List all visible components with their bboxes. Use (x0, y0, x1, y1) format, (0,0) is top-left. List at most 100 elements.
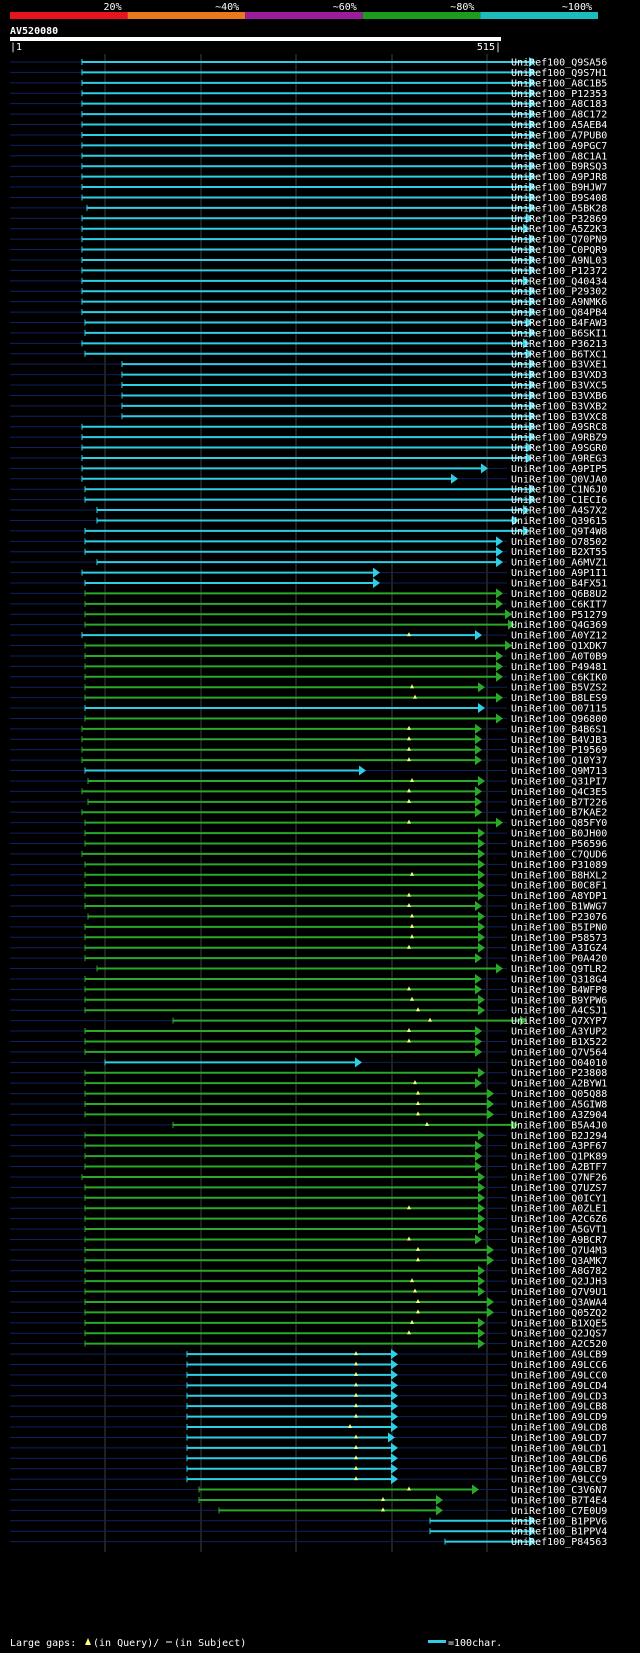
hit-label: UniRef100_A9LCD6 (511, 1454, 607, 1465)
hit-arrowhead (496, 692, 503, 703)
hit-arrowhead (478, 994, 485, 1005)
gap-marker-icon (354, 1351, 358, 1356)
hit-arrowhead (391, 1411, 398, 1422)
gap-marker-icon (410, 1278, 414, 1283)
hit-label: UniRef100_A8YDP1 (511, 891, 607, 902)
hit-label: UniRef100_B3VXB2 (511, 401, 607, 412)
hit-arrowhead (475, 630, 482, 641)
hit-label: UniRef100_Q318G4 (511, 974, 607, 985)
hit-arrowhead (529, 182, 536, 193)
hit-arrowhead (529, 109, 536, 120)
hit-arrowhead (496, 713, 503, 724)
hit-label: UniRef100_Q85FY0 (511, 818, 607, 829)
hit-label: UniRef100_Q0ICY1 (511, 1193, 607, 1204)
hit-label: UniRef100_B8HXL2 (511, 870, 607, 881)
hit-arrowhead (391, 1349, 398, 1360)
hit-arrowhead (529, 400, 536, 411)
hit-label: UniRef100_C7E0U9 (511, 1506, 607, 1517)
hit-arrowhead (478, 1192, 485, 1203)
footer-scale-text: =100char. (448, 1638, 502, 1649)
hit-arrowhead (529, 88, 536, 99)
hit-label: UniRef100_B1XQE5 (511, 1318, 607, 1329)
hit-arrowhead (475, 807, 482, 818)
hit-arrowhead (523, 505, 530, 516)
hit-arrowhead (529, 1526, 536, 1537)
hit-arrowhead (496, 817, 503, 828)
hit-label: UniRef100_A5GVT1 (511, 1225, 607, 1236)
gap-marker-icon (410, 871, 414, 876)
gap-marker-icon (407, 944, 411, 949)
hit-label: UniRef100_A9RBZ9 (511, 433, 607, 444)
gap-marker-icon (410, 684, 414, 689)
hit-label: UniRef100_A0T0B9 (511, 651, 607, 662)
hit-label: UniRef100_Q7NF26 (511, 1172, 607, 1183)
hit-arrowhead (475, 984, 482, 995)
gap-query-icon (85, 1638, 91, 1645)
hit-arrowhead (478, 1276, 485, 1287)
hit-arrowhead (526, 348, 533, 359)
gap-marker-icon (354, 1455, 358, 1460)
hit-label: UniRef100_Q1PK89 (511, 1152, 607, 1163)
hit-arrowhead (478, 880, 485, 891)
footer-in-query: (in Query)/ (93, 1638, 159, 1649)
hit-label: UniRef100_Q9TLR2 (511, 964, 607, 975)
hit-arrowhead (529, 421, 536, 432)
hit-arrowhead (523, 338, 530, 349)
hit-arrowhead (523, 223, 530, 234)
hit-label: UniRef100_B1PPV6 (511, 1516, 607, 1527)
hit-arrowhead (475, 1026, 482, 1037)
hit-arrowhead (436, 1505, 443, 1516)
hit-label: UniRef100_A9LCD8 (511, 1423, 607, 1434)
hit-label: UniRef100_B8LES9 (511, 693, 607, 704)
hit-label: UniRef100_A9NMK6 (511, 297, 607, 308)
hit-label: UniRef100_A9NL03 (511, 255, 607, 266)
hit-label: UniRef100_Q3AMK7 (511, 1256, 607, 1267)
gap-marker-icon (413, 694, 417, 699)
hit-arrowhead (529, 369, 536, 380)
hit-label: UniRef100_A7PUB0 (511, 130, 607, 141)
hit-arrowhead (478, 1328, 485, 1339)
hit-label: UniRef100_C7QUD6 (511, 849, 607, 860)
hit-label: UniRef100_B9S408 (511, 193, 607, 204)
gap-marker-icon (410, 913, 414, 918)
hit-label: UniRef100_A8C172 (511, 110, 607, 121)
gap-marker-icon (407, 903, 411, 908)
hit-arrowhead (529, 57, 536, 67)
hit-arrowhead (505, 640, 512, 651)
hit-label: UniRef100_P12353 (511, 89, 607, 100)
hit-label: UniRef100_A3Z904 (511, 1110, 607, 1121)
hit-arrowhead (529, 171, 536, 182)
hit-label: UniRef100_B0C8F1 (511, 881, 607, 892)
hit-arrowhead (355, 1057, 362, 1068)
hit-label: UniRef100_B6TXC1 (511, 349, 607, 360)
hit-arrowhead (478, 1317, 485, 1328)
query-name: AV520080 (10, 26, 58, 37)
hit-arrowhead (529, 140, 536, 151)
hit-label: UniRef100_B5VZS2 (511, 683, 607, 694)
hit-label: UniRef100_A8C1A1 (511, 151, 607, 162)
gap-marker-icon (407, 725, 411, 730)
hit-label: UniRef100_B1WWG7 (511, 902, 607, 913)
hit-arrowhead (481, 463, 488, 474)
gap-marker-icon (381, 1496, 385, 1501)
hit-label: UniRef100_A4CSJ1 (511, 1006, 607, 1017)
hit-arrowhead (478, 682, 485, 693)
hit-arrowhead (529, 484, 536, 495)
identity-legend-segment (480, 12, 598, 19)
gap-marker-icon (407, 892, 411, 897)
hit-label: UniRef100_A5BK28 (511, 203, 607, 214)
hit-arrowhead (511, 1119, 518, 1130)
gap-marker-icon (354, 1434, 358, 1439)
hit-arrowhead (529, 380, 536, 391)
identity-legend-label: ~40% (215, 2, 239, 13)
hit-label: UniRef100_A3IGZ4 (511, 943, 607, 954)
hit-arrowhead (475, 786, 482, 797)
hit-arrowhead (526, 452, 533, 463)
hit-label: UniRef100_Q40434 (511, 276, 607, 287)
hit-label: UniRef100_Q6B8U2 (511, 589, 607, 600)
hit-label: UniRef100_P36213 (511, 339, 607, 350)
hit-arrowhead (496, 963, 503, 974)
query-start-label: |1 (10, 42, 22, 53)
hit-label: UniRef100_B1X522 (511, 1037, 607, 1048)
hit-arrowhead (475, 1140, 482, 1151)
